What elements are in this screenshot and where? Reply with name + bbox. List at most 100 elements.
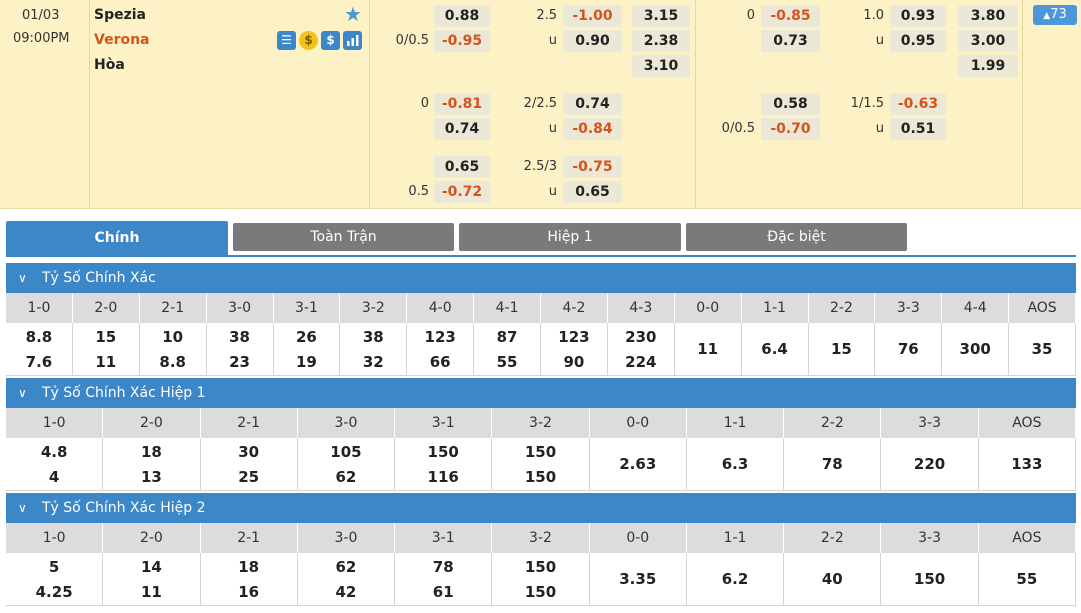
score-odds-away[interactable]: 61 (432, 583, 454, 601)
odds-cell[interactable]: 3.00 (958, 30, 1018, 52)
score-odds-value[interactable]: 6.3 (721, 455, 749, 473)
score-odds-home[interactable]: 62 (335, 558, 357, 576)
favorite-star-icon[interactable]: ★ (344, 2, 362, 26)
odds-cell[interactable]: 0.88 (434, 5, 490, 27)
score-odds-value[interactable]: 11 (697, 340, 719, 358)
section-header[interactable]: ∨ Tỷ Số Chính Xác (6, 263, 1076, 293)
score-odds-away[interactable]: 13 (140, 468, 162, 486)
score-odds-home[interactable]: 18 (140, 443, 162, 461)
score-odds-home[interactable]: 4.8 (40, 443, 68, 461)
score-odds-cell[interactable]: 150 150 (492, 553, 590, 606)
score-odds-cell[interactable]: 123 90 (541, 323, 608, 376)
score-odds-away[interactable]: 150 (524, 468, 557, 486)
score-odds-cell[interactable]: 10 8.8 (140, 323, 207, 376)
score-odds-cell[interactable]: 87 55 (474, 323, 541, 376)
score-odds-value[interactable]: 76 (897, 340, 919, 358)
score-odds-home[interactable]: 150 (524, 558, 557, 576)
odds-cell[interactable]: 0.90 (563, 30, 622, 52)
score-odds-cell[interactable]: 220 (881, 438, 979, 491)
score-odds-cell[interactable]: 6.4 (742, 323, 809, 376)
score-odds-away[interactable]: 55 (496, 353, 518, 371)
odds-cell[interactable]: 0.74 (434, 118, 490, 140)
score-odds-cell[interactable]: 150 (881, 553, 979, 606)
score-odds-cell[interactable]: 55 (979, 553, 1076, 606)
odds-cell[interactable]: -0.63 (890, 93, 946, 115)
home-team[interactable]: Spezia (94, 7, 146, 23)
odds-cell[interactable]: -0.81 (434, 93, 490, 115)
score-odds-value[interactable]: 150 (913, 570, 946, 588)
odds-cell[interactable]: 0.65 (563, 181, 622, 203)
score-odds-cell[interactable]: 105 62 (298, 438, 396, 491)
score-odds-away[interactable]: 116 (427, 468, 459, 486)
odds-cell[interactable]: 0.65 (434, 156, 490, 178)
score-odds-home[interactable]: 26 (296, 328, 317, 346)
list-icon[interactable]: ☰ (277, 31, 296, 50)
odds-cell[interactable]: -0.72 (434, 181, 490, 203)
score-odds-value[interactable]: 2.63 (619, 455, 657, 473)
score-odds-value[interactable]: 55 (1016, 570, 1038, 588)
score-odds-away[interactable]: 62 (335, 468, 357, 486)
score-odds-cell[interactable]: 18 16 (201, 553, 298, 606)
odds-cell[interactable]: 3.10 (632, 55, 690, 77)
score-odds-cell[interactable]: 35 (1009, 323, 1076, 376)
score-odds-home[interactable]: 123 (558, 328, 590, 346)
odds-cell[interactable]: -1.00 (563, 5, 622, 27)
score-odds-away[interactable]: 42 (335, 583, 357, 601)
score-odds-home[interactable]: 87 (496, 328, 518, 346)
odds-cell[interactable]: 0.95 (890, 30, 946, 52)
score-odds-cell[interactable]: 2.63 (590, 438, 687, 491)
score-odds-home[interactable]: 10 (162, 328, 184, 346)
score-odds-cell[interactable]: 6.3 (687, 438, 785, 491)
score-odds-cell[interactable]: 4.8 4 (6, 438, 104, 491)
odds-cell[interactable]: 0.74 (563, 93, 622, 115)
score-odds-value[interactable]: 220 (913, 455, 946, 473)
odds-cell[interactable]: 1.99 (958, 55, 1018, 77)
score-odds-away[interactable]: 7.6 (25, 353, 53, 371)
score-odds-cell[interactable]: 38 32 (340, 323, 408, 376)
odds-cell[interactable]: -0.85 (761, 5, 820, 27)
score-odds-away[interactable]: 23 (229, 353, 250, 371)
coin-icon[interactable]: $ (299, 31, 318, 50)
score-odds-cell[interactable]: 30 25 (201, 438, 298, 491)
odds-cell[interactable]: 0.51 (890, 118, 946, 140)
score-odds-home[interactable]: 15 (95, 328, 117, 346)
chevron-down-icon[interactable]: ∨ (18, 501, 27, 515)
score-odds-home[interactable]: 78 (432, 558, 454, 576)
score-odds-home[interactable]: 8.8 (25, 328, 53, 346)
score-odds-cell[interactable]: 40 (784, 553, 882, 606)
score-odds-cell[interactable]: 62 42 (298, 553, 396, 606)
score-odds-cell[interactable]: 38 23 (207, 323, 274, 376)
odds-cell[interactable]: 2.38 (632, 30, 690, 52)
chevron-down-icon[interactable]: ∨ (18, 386, 27, 400)
score-odds-value[interactable]: 15 (831, 340, 852, 358)
score-odds-away[interactable]: 32 (362, 353, 384, 371)
score-odds-cell[interactable]: 230 224 (608, 323, 675, 376)
score-odds-away[interactable]: 11 (95, 353, 117, 371)
score-odds-value[interactable]: 40 (821, 570, 843, 588)
score-odds-away[interactable]: 224 (625, 353, 657, 371)
score-odds-home[interactable]: 18 (238, 558, 260, 576)
score-odds-value[interactable]: 78 (821, 455, 843, 473)
odds-cell[interactable]: -0.75 (563, 156, 622, 178)
score-odds-away[interactable]: 25 (238, 468, 260, 486)
odds-cell[interactable]: -0.70 (761, 118, 820, 140)
chevron-down-icon[interactable]: ∨ (18, 271, 27, 285)
score-odds-cell[interactable]: 300 (942, 323, 1010, 376)
odds-cell[interactable]: -0.84 (563, 118, 622, 140)
score-odds-away[interactable]: 90 (563, 353, 585, 371)
score-odds-away[interactable]: 19 (296, 353, 317, 371)
score-odds-away[interactable]: 66 (429, 353, 451, 371)
score-odds-home[interactable]: 38 (362, 328, 384, 346)
score-odds-cell[interactable]: 123 66 (407, 323, 475, 376)
score-odds-cell[interactable]: 26 19 (274, 323, 341, 376)
score-odds-value[interactable]: 6.2 (721, 570, 749, 588)
score-odds-away[interactable]: 8.8 (159, 353, 186, 371)
tab-toan-tran[interactable]: Toàn Trận (233, 223, 454, 251)
score-odds-home[interactable]: 150 (524, 443, 557, 461)
score-odds-home[interactable]: 30 (238, 443, 260, 461)
score-odds-cell[interactable]: 150 150 (492, 438, 590, 491)
section-header[interactable]: ∨ Tỷ Số Chính Xác Hiệp 2 (6, 493, 1076, 523)
score-odds-cell[interactable]: 11 (675, 323, 742, 376)
score-odds-away[interactable]: 16 (238, 583, 260, 601)
score-odds-cell[interactable]: 150 116 (395, 438, 493, 491)
